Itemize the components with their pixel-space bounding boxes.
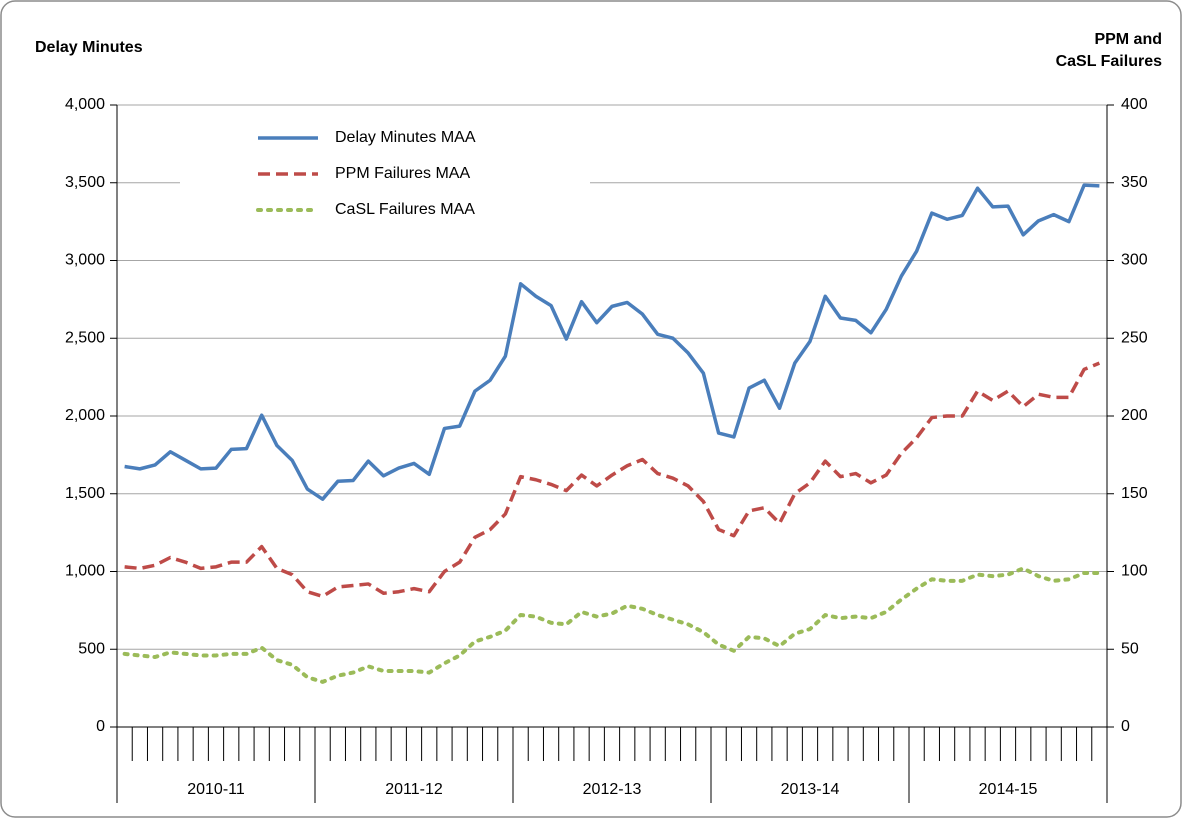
y2-tick-label: 0 (1121, 718, 1130, 735)
y2-tick-label: 250 (1121, 329, 1148, 346)
y-tick-label: 3,500 (65, 174, 105, 191)
y2-tick-label: 300 (1121, 252, 1148, 269)
y-tick-label: 1,000 (65, 563, 105, 580)
group-label: 2012-13 (583, 781, 642, 798)
y-tick-label: 2,500 (65, 329, 105, 346)
y2-tick-label: 100 (1121, 563, 1148, 580)
group-label: 2010-11 (187, 781, 245, 798)
y2-tick-label: 150 (1121, 485, 1148, 502)
y-tick-label: 500 (78, 640, 105, 657)
y2-tick-label: 50 (1121, 640, 1139, 657)
y2-tick-label: 400 (1121, 96, 1148, 113)
legend-label: CaSL Failures MAA (335, 201, 475, 218)
group-label: 2013-14 (781, 781, 840, 798)
legend-label: Delay Minutes MAA (335, 129, 476, 146)
group-label: 2014-15 (979, 781, 1038, 798)
y-axis-title: Delay Minutes (35, 39, 143, 56)
y-tick-label: 3,000 (65, 252, 105, 269)
y-tick-label: 0 (96, 718, 105, 735)
y-tick-label: 2,000 (65, 407, 105, 424)
series-line (124, 183, 1100, 501)
series-line (124, 361, 1101, 599)
series-line (122, 566, 1102, 684)
legend-label: PPM Failures MAA (335, 165, 470, 182)
y2-axis-title: CaSL Failures (1056, 53, 1163, 70)
y2-axis-title: PPM and (1094, 31, 1162, 48)
y-tick-label: 1,500 (65, 485, 105, 502)
y2-tick-label: 350 (1121, 174, 1148, 191)
y2-tick-label: 200 (1121, 407, 1148, 424)
group-label: 2011-12 (385, 781, 443, 798)
y-tick-label: 4,000 (65, 96, 105, 113)
legend-box (180, 120, 590, 232)
